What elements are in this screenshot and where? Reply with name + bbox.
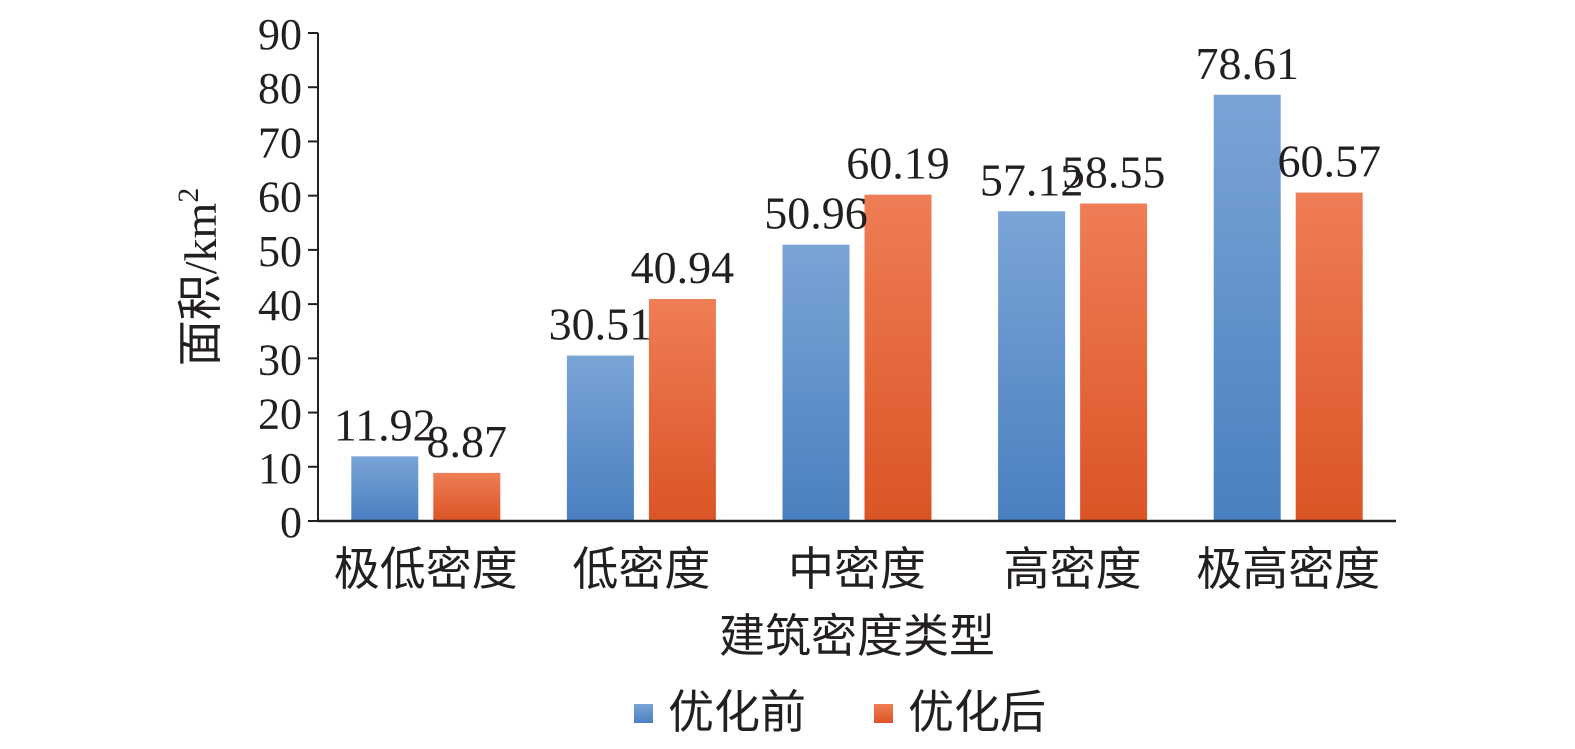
bars: [351, 94, 1363, 522]
data-label-series-1-0: 8.87: [427, 416, 508, 467]
bar-series-0-3: [998, 211, 1066, 522]
y-tick-label: 40: [258, 281, 302, 330]
y-tick-label: 90: [258, 10, 302, 59]
data-label-series-0-2: 50.96: [764, 188, 868, 239]
legend-label-0: 优化前: [668, 687, 806, 738]
bar-series-1-2: [864, 194, 932, 521]
data-label-series-0-1: 30.51: [549, 299, 653, 350]
y-tick-label: 60: [258, 173, 302, 222]
bar-series-0-2: [782, 244, 850, 522]
legend-swatch-0: [634, 704, 653, 723]
x-category-label: 中密度: [788, 544, 926, 595]
y-tick-label: 0: [280, 498, 302, 547]
x-category-label: 低密度: [572, 544, 710, 595]
data-label-series-1-1: 40.94: [631, 242, 735, 293]
y-tick-label: 30: [258, 335, 302, 384]
data-label-series-0-3: 57.12: [980, 154, 1084, 205]
y-tick-label: 50: [258, 227, 302, 276]
x-axis-categories: 极低密度 低密度 中密度 高密度 极高密度: [334, 544, 1380, 595]
legend-label-1: 优化后: [908, 687, 1046, 738]
y-axis-title-superscript: 2: [172, 188, 205, 203]
data-label-series-1-2: 60.19: [846, 138, 950, 189]
bar-series-0-1: [566, 355, 634, 521]
legend-swatch-1: [874, 704, 893, 723]
y-axis-title: 面积/km2: [172, 188, 226, 367]
y-tick-label: 20: [258, 390, 302, 439]
y-axis-title-text: 面积/km: [175, 203, 226, 367]
bar-series-1-4: [1295, 192, 1363, 522]
data-label-series-0-4: 78.61: [1195, 38, 1299, 89]
x-axis-title: 建筑密度类型: [719, 611, 995, 662]
y-axis-ticks: 0 10 20 30 40 50 60 70 80 90: [258, 10, 318, 547]
data-label-series-1-3: 58.55: [1062, 147, 1166, 198]
data-label-series-0-0: 11.92: [334, 399, 436, 450]
y-tick-label: 70: [258, 118, 302, 167]
data-label-series-1-4: 60.57: [1277, 136, 1381, 187]
x-category-label: 极低密度: [334, 544, 518, 595]
bar-series-1-0: [433, 472, 501, 521]
bar-series-0-0: [351, 456, 419, 521]
x-category-label: 极高密度: [1196, 544, 1380, 595]
y-tick-label: 80: [258, 64, 302, 113]
y-tick-label: 10: [258, 444, 302, 493]
legend: 优化前 优化后: [634, 687, 1046, 738]
bar-series-1-1: [648, 299, 716, 521]
bar-series-1-3: [1080, 203, 1148, 522]
x-category-label: 高密度: [1004, 544, 1142, 595]
bar-series-0-4: [1213, 94, 1281, 522]
